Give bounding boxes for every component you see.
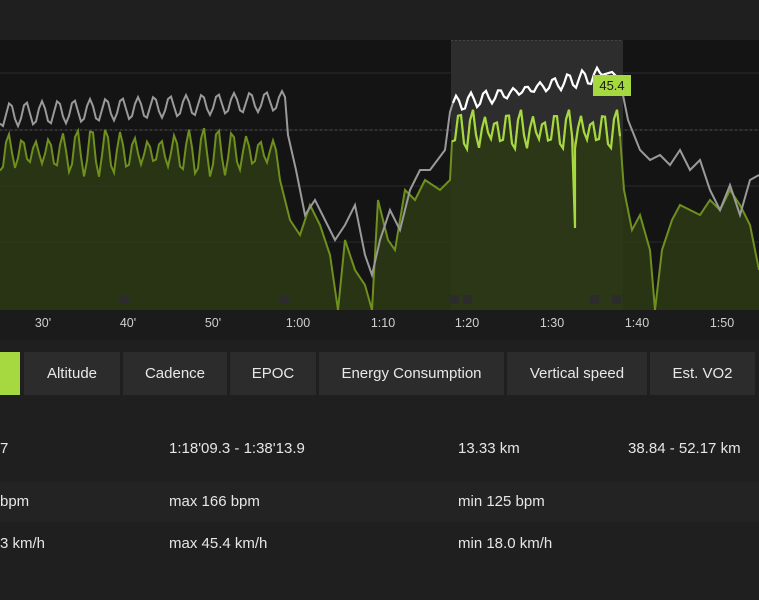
- x-tick: 1:40: [624, 316, 650, 330]
- tab-label: Energy Consumption: [341, 365, 482, 382]
- stats-row-speed: 3 km/h max 45.4 km/h min 18.0 km/h: [0, 524, 759, 564]
- tab-altitude[interactable]: Altitude: [24, 352, 120, 395]
- speed-line-selected: [451, 109, 622, 229]
- timeline-marker: [120, 295, 129, 304]
- metric-tabs: Altitude Cadence EPOC Energy Consumption…: [0, 352, 759, 395]
- stat-min-speed: min 18.0 km/h: [458, 535, 553, 552]
- stat-max-hr: max 166 bpm: [169, 493, 260, 510]
- stat-distance-range: 38.84 - 52.17 km: [628, 440, 741, 457]
- tab-label: Cadence: [144, 365, 206, 382]
- x-tick: 1:20: [454, 316, 480, 330]
- x-tick: 1:50: [709, 316, 735, 330]
- timeline-marker: [612, 295, 621, 304]
- tab-cadence[interactable]: Cadence: [123, 352, 227, 395]
- x-tick: 1:30: [539, 316, 565, 330]
- x-tick: 40': [119, 316, 137, 330]
- tab-est-vo2[interactable]: Est. VO2: [650, 352, 755, 395]
- tab-label: Est. VO2: [672, 365, 733, 382]
- timeline-marker: [450, 295, 459, 304]
- timeline-marker: [280, 295, 289, 304]
- stat-avg-hr: bpm: [0, 493, 30, 510]
- chart-svg[interactable]: 45.4: [0, 40, 759, 310]
- chart-area[interactable]: 45.4: [0, 40, 759, 310]
- tab-label: EPOC: [251, 365, 295, 382]
- stat-avg-speed: 3 km/h: [0, 535, 46, 552]
- stat-max-speed: max 45.4 km/h: [169, 535, 268, 552]
- stats-row-selection: 7 1:18'09.3 - 1:38'13.9 13.33 km 38.84 -…: [0, 429, 759, 469]
- x-axis: 30' 40' 50' 1:00 1:10 1:20 1:30 1:40 1:5…: [0, 310, 759, 340]
- tab-vertical-speed[interactable]: Vertical speed: [507, 352, 647, 395]
- timeline-marker: [590, 295, 599, 304]
- x-tick: 50': [204, 316, 222, 330]
- stat-time-range: 1:18'09.3 - 1:38'13.9: [169, 440, 305, 457]
- max-value-label: 45.4: [599, 78, 624, 93]
- tab-speed[interactable]: [0, 352, 20, 395]
- tab-label: Vertical speed: [529, 365, 625, 382]
- x-tick: 30': [34, 316, 52, 330]
- top-band: [0, 0, 759, 40]
- heart-rate-line-selected: [451, 65, 621, 111]
- tab-epoc[interactable]: EPOC: [230, 352, 316, 395]
- x-tick: 1:00: [285, 316, 311, 330]
- x-tick: 1:10: [370, 316, 396, 330]
- timeline-marker: [463, 295, 472, 304]
- max-value-tooltip: [593, 75, 631, 96]
- stat-value: 7: [0, 440, 9, 457]
- stats-row-heart-rate: bpm max 166 bpm min 125 bpm: [0, 482, 759, 522]
- tab-energy-consumption[interactable]: Energy Consumption: [319, 352, 504, 395]
- tab-label: Altitude: [46, 365, 98, 382]
- stat-min-hr: min 125 bpm: [458, 493, 545, 510]
- stat-distance: 13.33 km: [458, 440, 520, 457]
